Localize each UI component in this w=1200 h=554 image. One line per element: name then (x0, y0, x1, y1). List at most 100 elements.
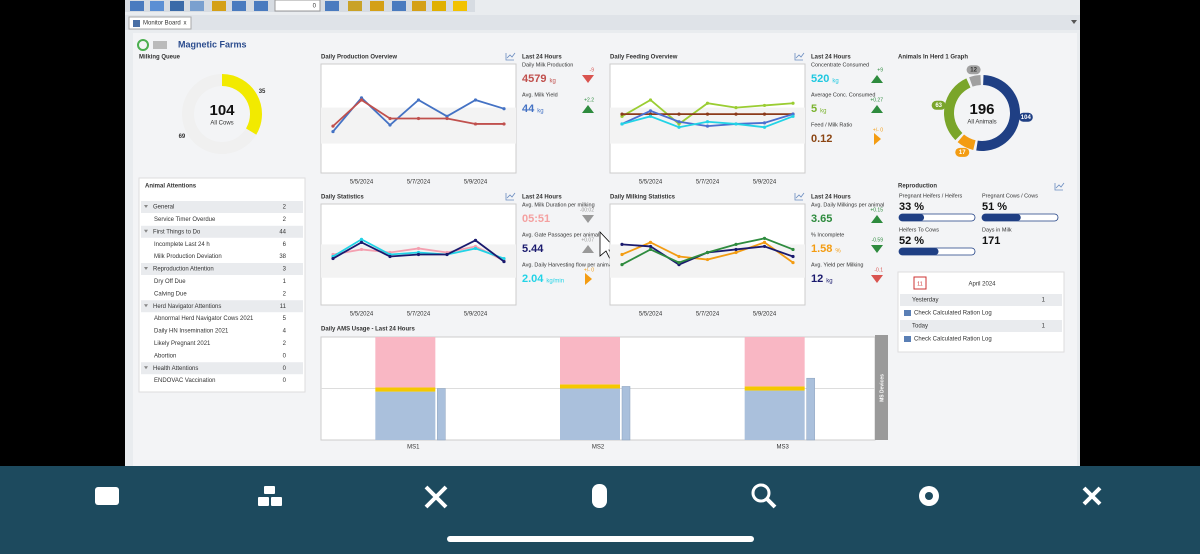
x-tick-label: 5/7/2024 (696, 312, 720, 318)
attention-label: Service Timer Overdue (154, 217, 216, 223)
x-tick-label: 5/5/2024 (350, 312, 374, 318)
tools-icon[interactable] (424, 485, 448, 509)
bar-segment (375, 337, 436, 388)
kpi-unit: % (835, 249, 841, 255)
trend-arrow (582, 245, 594, 253)
trend-arrow (585, 273, 592, 285)
close-icon[interactable] (1082, 486, 1102, 506)
expander (144, 205, 148, 208)
kpi-change: -0.59 (872, 237, 884, 243)
counter-box[interactable] (274, 0, 321, 12)
chart-title: Daily Statistics (321, 195, 364, 201)
segment-label: 104 (1021, 115, 1032, 121)
attention-count: 5 (283, 316, 287, 322)
progress-fill (899, 248, 939, 255)
attention-count: 2 (283, 291, 287, 297)
data-point (359, 240, 364, 244)
tab[interactable] (128, 16, 192, 30)
attention-label: Daily HN Insemination 2021 (154, 329, 229, 335)
attention-label: Abnormal Herd Navigator Cows 2021 (154, 316, 254, 322)
kpi-value: 4579 (522, 73, 546, 85)
x-tick-label: MS1 (407, 445, 420, 451)
segment-label: 17 (959, 150, 966, 156)
kpi-value: 1.58 (811, 243, 832, 255)
kpi-label: Avg. Milk Yield (522, 92, 558, 98)
data-point (791, 101, 795, 105)
refresh-icon[interactable] (137, 39, 149, 51)
zoom-icon[interactable] (751, 483, 777, 509)
tab-close[interactable]: x (184, 21, 187, 27)
data-point (791, 254, 795, 259)
data-point (359, 247, 364, 252)
x-tick-label: MS3 (776, 445, 789, 451)
chart-icon (794, 52, 805, 61)
trend-arrow (871, 215, 883, 223)
home-indicator[interactable] (447, 536, 754, 542)
attention-label: Likely Pregnant 2021 (154, 341, 211, 347)
data-point (705, 257, 710, 262)
data-point (620, 112, 624, 116)
donut-caption: All Animals (967, 120, 996, 126)
counter: 0 (313, 4, 317, 10)
layout-icon[interactable] (258, 486, 282, 506)
group-label: Health Attentions (153, 366, 198, 372)
task-label: Check Calculated Ration Log (914, 337, 992, 343)
expander (144, 366, 148, 370)
data-point (762, 240, 767, 244)
donut-caption: All Cows (210, 121, 233, 127)
trend-arrow (582, 105, 594, 113)
data-point (677, 120, 681, 124)
toolbar-icons[interactable] (130, 1, 467, 11)
attention-label: Incomplete Last 24 h (154, 242, 210, 248)
data-point (620, 122, 624, 126)
bar-segment (744, 390, 805, 440)
tab-menu[interactable] (1071, 20, 1077, 24)
kpi-value: 0.12 (811, 133, 832, 145)
panel-title: Reproduction (898, 184, 937, 190)
kpi-unit: kg (537, 109, 543, 115)
segment-label: 12 (970, 67, 977, 73)
data-point (762, 121, 767, 125)
data-point (648, 114, 653, 118)
data-point (677, 260, 681, 265)
kpi-value: 12 (811, 273, 823, 285)
kpi-label: Avg. Milk Duration per milking (522, 202, 595, 208)
kpi-value: 05:51 (522, 213, 550, 225)
data-point (648, 109, 653, 113)
settings-icon[interactable] (919, 486, 939, 506)
data-point (388, 116, 392, 121)
kpi-change: +0.27 (870, 97, 883, 103)
metric-label: Pregnant Heifers / Heifers (899, 193, 963, 199)
side-bar (621, 386, 631, 441)
attention-count: 38 (279, 254, 286, 260)
date-row (900, 320, 1062, 332)
data-point (734, 242, 738, 246)
data-point (705, 250, 710, 255)
bar-segment (375, 387, 436, 392)
bottom-icons[interactable] (95, 483, 1102, 509)
data-point (473, 238, 478, 242)
x-tick-label: 5/9/2024 (464, 312, 488, 318)
mouse-icon[interactable] (592, 484, 607, 508)
data-point (359, 98, 364, 102)
keyboard-icon[interactable] (95, 487, 119, 505)
kpi-label: Avg. Gate Passages per animal (522, 232, 599, 238)
kpi-change: +/- 0 (584, 267, 594, 273)
data-point (734, 112, 738, 116)
print-icon[interactable] (153, 41, 167, 49)
data-point (648, 98, 653, 102)
kpi-value: 44 (522, 103, 535, 115)
metric-unit: % (997, 201, 1007, 213)
kpi-value: 2.04 (522, 273, 544, 285)
kpi-value: 5.44 (522, 243, 544, 255)
kpi-title: Last 24 Hours (811, 195, 851, 201)
data-point (734, 247, 738, 252)
calendar-month: April 2024 (968, 282, 996, 288)
data-point (762, 125, 767, 129)
data-point (648, 244, 653, 249)
data-point (677, 112, 681, 116)
panel-title: Milking Queue (139, 55, 181, 61)
metric-label: Days in Milk (982, 227, 1012, 233)
attentions-panel (138, 177, 306, 393)
